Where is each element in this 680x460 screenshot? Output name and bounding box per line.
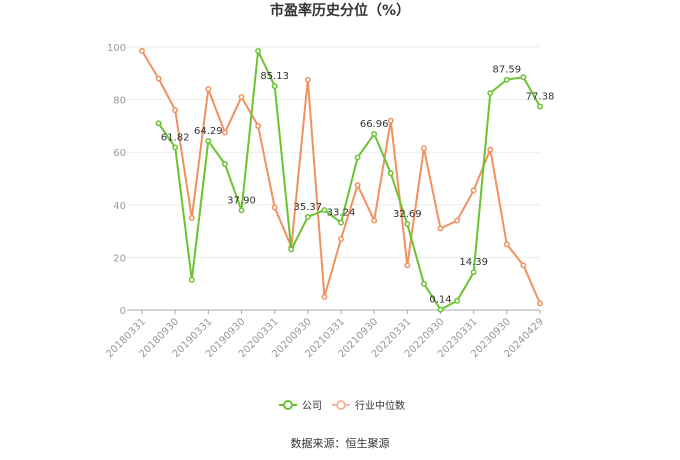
industry-median-point xyxy=(238,94,245,100)
y-tick-label-80: 80 xyxy=(113,96,126,107)
company-data-label: 0.14 xyxy=(429,295,451,306)
y-tick-label-20: 20 xyxy=(113,253,126,264)
legend-item-company[interactable]: 公司 xyxy=(279,400,322,412)
legend-company-label: 公司 xyxy=(302,401,322,412)
series-layer xyxy=(139,47,543,313)
industry-median-point xyxy=(221,129,228,136)
company-point xyxy=(503,76,510,83)
company-point xyxy=(172,144,179,151)
legend-company-swatch-dot xyxy=(283,400,293,410)
industry-median-point xyxy=(420,145,427,152)
industry-median-point xyxy=(172,107,179,114)
company-point xyxy=(437,306,444,313)
company-data-label: 37.90 xyxy=(227,195,256,206)
company-point xyxy=(288,246,295,253)
company-point xyxy=(454,297,461,304)
company-data-label: 77.38 xyxy=(526,91,555,102)
company-point xyxy=(387,170,394,177)
industry-median-point xyxy=(304,76,311,83)
company-point xyxy=(221,161,228,167)
industry-median-point xyxy=(387,117,394,124)
company-point xyxy=(537,103,543,110)
company-point xyxy=(205,137,212,144)
x-axis: 2018033120180930201903312019093020200331… xyxy=(104,309,546,360)
industry-median-point xyxy=(520,262,527,269)
chart-title: 市盈率历史分位（%） xyxy=(270,2,410,19)
industry-median-point xyxy=(537,300,543,307)
industry-median-point xyxy=(371,217,378,224)
company-point xyxy=(338,219,344,226)
legend-item-industry-median[interactable]: 行业中位数 xyxy=(332,399,405,412)
company-point xyxy=(520,74,527,81)
company-data-label: 61.82 xyxy=(161,132,190,143)
industry-median-point xyxy=(155,75,162,82)
company-point xyxy=(354,154,361,161)
company-point xyxy=(420,280,427,287)
company-data-label: 14.39 xyxy=(459,257,488,268)
industry-median-point xyxy=(271,204,278,211)
industry-median-point xyxy=(321,293,328,300)
company-point xyxy=(155,120,162,127)
legend-industry-label: 行业中位数 xyxy=(355,399,405,412)
legend-industry-swatch-dot xyxy=(336,400,346,410)
series-line-company xyxy=(157,49,541,311)
y-tick-label-60: 60 xyxy=(113,148,126,159)
y-tick-label-40: 40 xyxy=(113,201,126,212)
company-point xyxy=(238,207,245,214)
data-source-note: 数据来源：恒生聚源 xyxy=(291,436,390,450)
company-data-label: 85.13 xyxy=(260,71,289,82)
company-data-label: 33.24 xyxy=(327,208,356,219)
company-data-label: 87.59 xyxy=(493,65,522,76)
industry-median-point xyxy=(255,122,262,129)
legend[interactable]: 公司 行业中位数 xyxy=(279,399,405,412)
industry-median-point xyxy=(338,236,344,242)
industry-median-point xyxy=(503,241,510,248)
data-labels: 61.82 64.29 37.90 85.13 35.37 33.24 66.96 32.69… xyxy=(161,65,554,306)
company-point xyxy=(470,269,477,276)
industry-median-point xyxy=(354,182,361,189)
company-data-label: 64.29 xyxy=(194,126,223,137)
company-point xyxy=(487,90,494,96)
y-tick-label-100: 100 xyxy=(107,43,126,54)
y-tick-label-0: 0 xyxy=(120,306,126,317)
company-point xyxy=(404,221,411,227)
industry-median-point xyxy=(205,86,212,93)
industry-median-point xyxy=(404,262,411,269)
industry-median-point xyxy=(487,146,494,153)
company-data-label: 35.37 xyxy=(294,202,323,213)
company-point xyxy=(271,83,278,90)
industry-median-point xyxy=(470,187,477,194)
company-point xyxy=(371,130,378,137)
industry-median-point xyxy=(437,225,444,232)
company-data-label: 66.96 xyxy=(360,119,389,130)
company-point xyxy=(188,276,195,283)
industry-median-point xyxy=(188,215,195,221)
industry-median-point xyxy=(454,217,461,224)
industry-median-point xyxy=(139,47,145,54)
company-point xyxy=(304,214,311,220)
company-point xyxy=(255,47,262,54)
y-axis-ticks: 0 20 40 60 80 100 xyxy=(107,43,126,317)
company-point xyxy=(321,207,328,214)
company-data-label: 32.69 xyxy=(393,209,422,220)
